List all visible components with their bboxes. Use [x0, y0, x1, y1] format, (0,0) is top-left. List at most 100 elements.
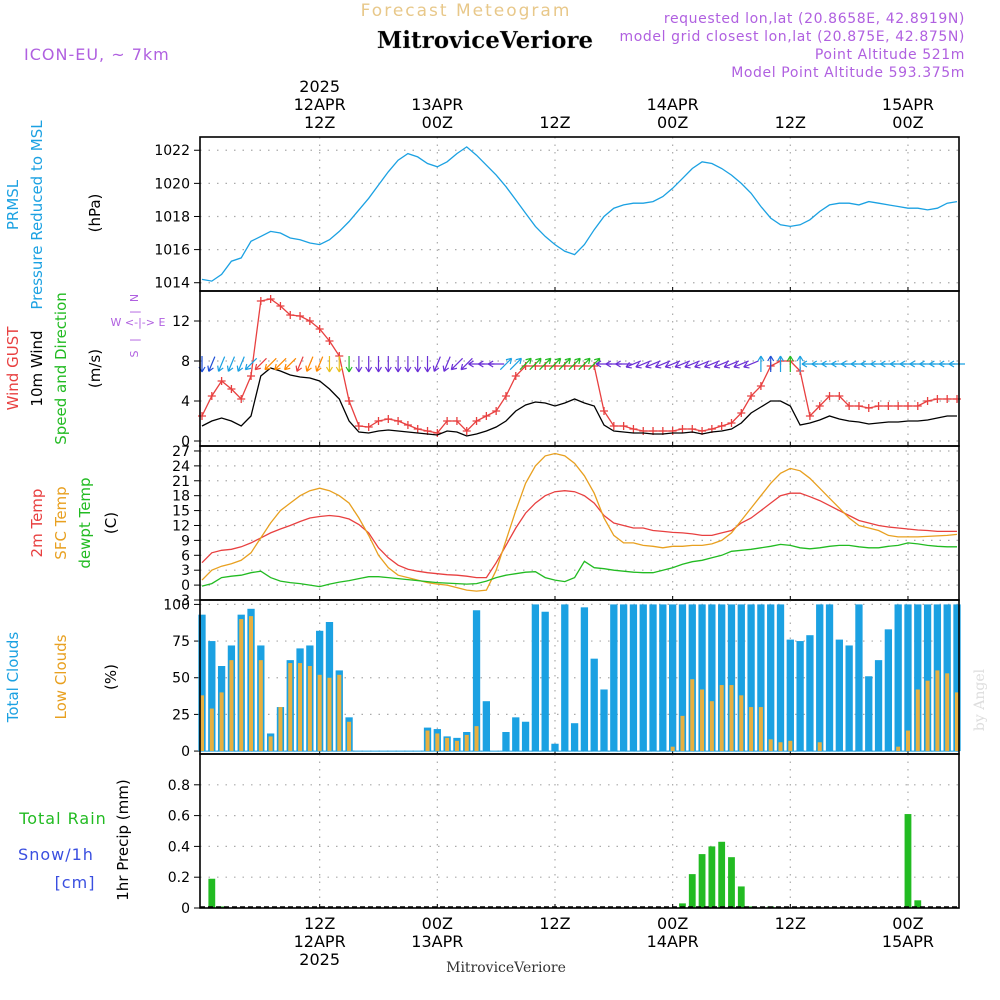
- bar-low: [464, 734, 469, 752]
- time-label-bottom: 14APR: [647, 932, 699, 951]
- wind-arrow: [703, 360, 720, 369]
- requested-coords: requested lon,lat (20.8658E, 42.8919N): [664, 11, 965, 27]
- model-label: ICON-EU, ~ 7km: [24, 45, 170, 64]
- gust-marker: [903, 402, 912, 410]
- bar-total: [561, 604, 569, 752]
- y-tick-label: 100: [163, 597, 190, 613]
- bar-low: [680, 715, 685, 752]
- gust-marker: [345, 397, 354, 405]
- gust-marker: [315, 325, 324, 333]
- bar-total: [482, 701, 490, 752]
- gust-marker: [864, 404, 873, 412]
- time-label-bottom: 12APR: [294, 932, 346, 951]
- bar-total: [639, 604, 647, 752]
- wind-arrow: [244, 357, 258, 371]
- bar-total: [678, 604, 687, 752]
- panels: 1014 1016 1018 1020 1022 PRMSL Pressure Reduce…: [4, 120, 965, 917]
- bar-low: [739, 695, 744, 752]
- gust-marker: [609, 422, 618, 430]
- time-label-bottom: 2025: [299, 950, 340, 969]
- time-label-top: 12Z: [775, 113, 806, 132]
- model-point-altitude: Model Point Altitude 593.375m: [731, 65, 965, 81]
- time-label-top: 12APR: [294, 95, 346, 114]
- bar-total: [551, 743, 559, 752]
- bar-low: [317, 674, 322, 752]
- bar-low: [709, 701, 714, 752]
- gust-marker: [639, 427, 648, 435]
- panel-label: Wind GUST: [4, 326, 22, 411]
- wind-arrow: [723, 360, 740, 369]
- y-tick-label: 18: [172, 489, 190, 505]
- panel-frame: [199, 599, 960, 755]
- watermark: by Angel: [972, 668, 988, 731]
- panel-label: Speed and Direction: [52, 292, 70, 445]
- bar-low: [288, 663, 293, 752]
- y-tick-label: 4: [181, 394, 190, 410]
- gust-marker: [737, 409, 746, 417]
- wind-arrow: [355, 356, 363, 373]
- bar-total: [835, 639, 843, 752]
- wind-arrow: [796, 355, 804, 372]
- gust-marker: [462, 427, 471, 435]
- bar-low: [199, 695, 205, 752]
- y-tick-label: 3: [181, 563, 190, 579]
- wind-arrow: [460, 357, 473, 371]
- gust-marker: [717, 422, 726, 430]
- bar-low: [945, 673, 950, 752]
- bar-total: [884, 629, 893, 752]
- gust-marker: [894, 402, 903, 410]
- wind-arrow: [450, 357, 464, 371]
- y-tick-label: 27: [172, 444, 190, 460]
- gust-marker: [492, 407, 501, 415]
- wind-arrow: [274, 357, 287, 371]
- time-label-top: 2025: [299, 77, 340, 96]
- panel-label: [cm]: [55, 873, 96, 892]
- bar-low: [278, 707, 283, 752]
- gust-marker: [756, 382, 765, 390]
- bar-low: [670, 746, 675, 752]
- time-label-bottom: 12Z: [775, 914, 806, 933]
- y-tick-label: 12: [172, 314, 190, 330]
- bar-low: [239, 619, 244, 752]
- panel-label: dewpt Temp: [76, 477, 94, 568]
- wind-arrow: [635, 360, 651, 369]
- wind-arrow: [767, 355, 775, 372]
- bar-total: [904, 604, 912, 752]
- bar-low: [700, 689, 705, 752]
- y-tick-label: 1018: [154, 209, 190, 225]
- bar-total: [727, 604, 736, 752]
- series-sfc: [201, 452, 958, 592]
- time-label-bottom: 00Z: [657, 914, 688, 933]
- bar-low: [788, 740, 793, 752]
- bar-total: [541, 611, 549, 752]
- bar-low: [219, 692, 224, 752]
- bar-low: [925, 680, 930, 752]
- gust-marker: [266, 295, 275, 303]
- bar-low: [768, 739, 773, 752]
- compass-label: |: [128, 310, 141, 314]
- gust-marker: [501, 392, 510, 400]
- bar-total: [610, 604, 618, 752]
- y-tick-label: 21: [172, 474, 190, 490]
- panel-label: 10m Wind: [28, 330, 46, 406]
- bar-rain: [208, 878, 216, 908]
- bar-low: [307, 666, 312, 752]
- bar-total: [894, 604, 902, 752]
- time-label-top: 15APR: [882, 95, 934, 114]
- bar-rain: [718, 841, 726, 908]
- bar-low: [915, 689, 920, 752]
- bar-total: [786, 639, 794, 752]
- bar-low: [337, 674, 342, 752]
- bar-rain: [728, 857, 735, 908]
- gust-marker: [619, 422, 628, 430]
- point-altitude: Point Altitude 521m: [815, 47, 965, 63]
- gust-marker: [923, 397, 932, 405]
- gust-marker: [629, 425, 638, 433]
- bar-total: [718, 604, 726, 752]
- bar-total: [512, 717, 520, 752]
- bar-low: [435, 733, 440, 752]
- wind-arrow: [305, 356, 314, 372]
- bar-total: [776, 604, 785, 752]
- bar-total: [629, 604, 638, 752]
